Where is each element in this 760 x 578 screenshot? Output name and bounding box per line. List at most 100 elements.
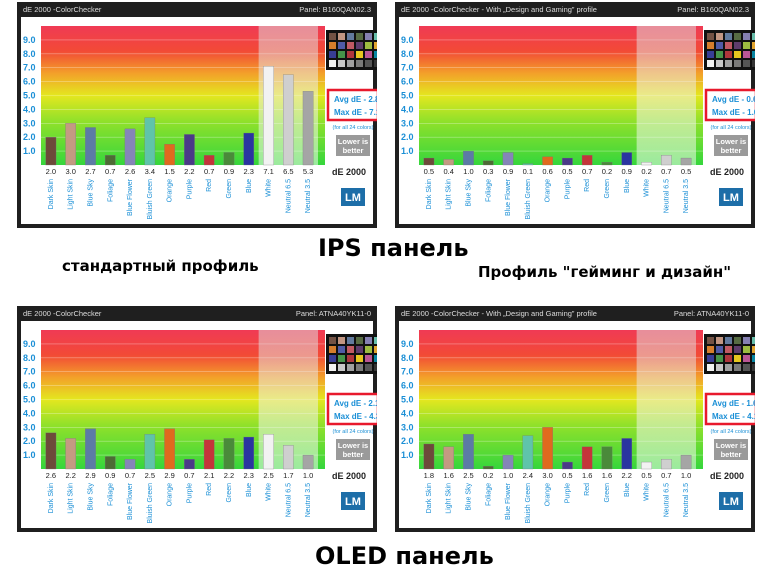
value-label: 0.7: [125, 471, 135, 480]
colorchecker-swatch: [743, 337, 750, 344]
colorchecker-swatch: [734, 42, 741, 49]
colorchecker-swatch: [338, 60, 345, 67]
value-label: 2.5: [263, 471, 273, 480]
category-label: Green: [604, 179, 611, 199]
bar: [283, 445, 294, 470]
bar: [223, 152, 235, 166]
bar: [124, 128, 136, 166]
value-label: 0.2: [602, 167, 612, 176]
category-label: Blue Flower: [127, 178, 134, 216]
colorchecker-swatch: [329, 42, 336, 49]
y-tick-label: 7.0: [401, 367, 414, 377]
note-label: (for all 24 colors): [711, 429, 752, 435]
bar: [423, 157, 435, 166]
lower-better-badge: [714, 135, 748, 156]
bar: [482, 466, 494, 470]
category-label: Blue: [246, 179, 253, 193]
bar: [581, 446, 593, 470]
bar: [45, 137, 57, 166]
value-label: 0.7: [184, 471, 194, 480]
colorchecker-swatch: [707, 364, 714, 371]
value-label: 0.5: [681, 167, 691, 176]
lower-better-text: Lower is: [338, 441, 368, 450]
category-label: Blue Sky: [465, 483, 472, 511]
colorchecker-swatch: [329, 33, 336, 40]
bar: [621, 152, 633, 166]
lower-better-badge: [336, 439, 370, 460]
colorchecker-swatch: [725, 364, 732, 371]
y-tick-label: 3.0: [401, 118, 414, 128]
avg-de-label: Avg dE - 2.8: [334, 95, 377, 104]
bar: [601, 446, 613, 470]
value-label: 0.9: [622, 167, 632, 176]
value-label: 2.6: [125, 167, 135, 176]
value-label: 2.2: [622, 471, 632, 480]
colorchecker-swatch: [356, 346, 363, 353]
colorchecker-swatch: [356, 337, 363, 344]
value-label: 2.5: [463, 471, 473, 480]
bar: [164, 143, 175, 166]
y-tick-label: 7.0: [23, 63, 36, 73]
value-label: 2.6: [46, 471, 56, 480]
category-label: Neutral 3.5: [683, 483, 690, 517]
colorchecker-swatch: [716, 364, 723, 371]
y-tick-label: 2.0: [401, 436, 414, 446]
value-label: 0.2: [641, 167, 651, 176]
category-label: Neutral 3.5: [305, 483, 312, 517]
value-label: 1.7: [283, 471, 293, 480]
colorchecker-swatch: [356, 355, 363, 362]
value-label: 2.9: [85, 471, 95, 480]
category-label: Blue: [624, 179, 631, 193]
colorchecker-swatch: [716, 51, 723, 58]
y-tick-label: 8.0: [23, 353, 36, 363]
stats-box: [704, 88, 755, 122]
value-label: 0.3: [483, 167, 493, 176]
y-tick-label: 4.0: [23, 408, 36, 418]
colorchecker-swatch: [329, 337, 336, 344]
value-label: 2.5: [145, 471, 155, 480]
bar: [104, 155, 116, 166]
colorchecker-swatch: [716, 355, 723, 362]
bar: [482, 160, 494, 166]
category-label: Purple: [186, 483, 193, 503]
colorchecker-swatch: [338, 337, 345, 344]
category-label: Light Skin: [446, 179, 453, 210]
avg-de-label: Avg dE - 1.6: [712, 399, 755, 408]
category-label: Orange: [545, 483, 552, 506]
y-tick-label: 2.0: [23, 132, 36, 142]
colorchecker-swatch: [743, 355, 750, 362]
bar: [263, 434, 274, 470]
y-tick-label: 5.0: [23, 395, 36, 405]
value-label: 1.0: [303, 471, 313, 480]
bar: [680, 157, 692, 166]
logo-text: LM: [345, 192, 361, 204]
category-label: Blue: [246, 483, 253, 497]
bar: [443, 446, 454, 470]
colorchecker-swatch: [734, 346, 741, 353]
category-label: Orange: [545, 179, 552, 202]
lower-better-text: better: [721, 450, 742, 459]
category-label: Purple: [564, 483, 571, 503]
colorchecker-swatch: [707, 346, 714, 353]
value-label: 2.3: [244, 167, 254, 176]
colorchecker-swatch: [338, 42, 345, 49]
category-label: Purple: [186, 179, 193, 199]
colorchecker-swatch: [338, 364, 345, 371]
value-label: 2.9: [164, 471, 174, 480]
colorchecker-swatch: [365, 337, 372, 344]
colorchecker-swatch: [347, 60, 354, 67]
y-tick-label: 9.0: [401, 35, 414, 45]
colorchecker-swatch: [365, 33, 372, 40]
category-label: Blue: [624, 483, 631, 497]
colorchecker-swatch: [365, 346, 372, 353]
colorchecker-swatch: [374, 364, 377, 371]
chart-panel-oled-gaming: dE 2000 -ColorChecker - With „Design and…: [395, 306, 755, 532]
bar: [463, 434, 474, 470]
y-tick-label: 6.0: [401, 381, 414, 391]
bar: [661, 155, 672, 166]
colorchecker-swatch: [374, 51, 377, 58]
y-tick-label: 3.0: [23, 422, 36, 432]
category-label: Green: [226, 179, 233, 199]
value-label: 3.0: [542, 471, 552, 480]
value-label: 0.7: [661, 167, 671, 176]
